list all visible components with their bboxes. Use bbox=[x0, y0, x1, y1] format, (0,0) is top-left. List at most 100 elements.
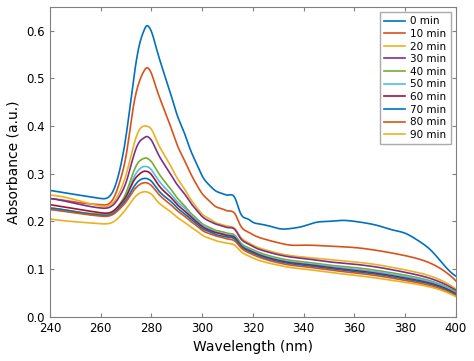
50 min bbox=[47, 207, 53, 212]
30 min bbox=[294, 256, 300, 260]
Line: 0 min: 0 min bbox=[50, 26, 456, 276]
10 min bbox=[144, 66, 150, 70]
80 min bbox=[283, 262, 289, 266]
60 min bbox=[72, 206, 78, 211]
Line: 60 min: 60 min bbox=[50, 171, 456, 294]
70 min bbox=[306, 264, 312, 268]
X-axis label: Wavelength (nm): Wavelength (nm) bbox=[193, 340, 313, 354]
10 min bbox=[47, 196, 53, 201]
40 min bbox=[294, 259, 300, 263]
60 min bbox=[453, 292, 459, 296]
60 min bbox=[142, 169, 148, 173]
90 min bbox=[453, 295, 459, 299]
Line: 50 min: 50 min bbox=[50, 166, 456, 293]
10 min bbox=[356, 246, 361, 250]
60 min bbox=[47, 203, 53, 207]
30 min bbox=[283, 254, 289, 258]
40 min bbox=[397, 272, 403, 277]
0 min bbox=[283, 227, 289, 231]
80 min bbox=[356, 271, 361, 275]
30 min bbox=[306, 257, 312, 261]
90 min bbox=[47, 217, 53, 221]
40 min bbox=[306, 260, 312, 265]
0 min bbox=[144, 23, 150, 28]
0 min bbox=[294, 226, 300, 230]
60 min bbox=[397, 275, 403, 279]
Line: 30 min: 30 min bbox=[50, 136, 456, 291]
30 min bbox=[72, 201, 78, 205]
50 min bbox=[283, 259, 289, 263]
90 min bbox=[142, 190, 148, 194]
50 min bbox=[72, 210, 78, 215]
60 min bbox=[356, 269, 361, 273]
10 min bbox=[294, 243, 300, 248]
50 min bbox=[294, 260, 300, 265]
60 min bbox=[294, 261, 300, 266]
10 min bbox=[306, 243, 312, 247]
10 min bbox=[397, 252, 403, 257]
70 min bbox=[356, 270, 361, 274]
Line: 20 min: 20 min bbox=[50, 126, 456, 289]
80 min bbox=[142, 180, 148, 185]
90 min bbox=[397, 279, 403, 284]
70 min bbox=[142, 176, 148, 180]
20 min bbox=[306, 256, 312, 260]
80 min bbox=[397, 277, 403, 282]
Line: 80 min: 80 min bbox=[50, 183, 456, 296]
30 min bbox=[47, 196, 53, 201]
60 min bbox=[306, 263, 312, 267]
50 min bbox=[142, 164, 148, 169]
40 min bbox=[283, 257, 289, 262]
80 min bbox=[72, 211, 78, 215]
0 min bbox=[356, 220, 361, 224]
0 min bbox=[306, 222, 312, 227]
90 min bbox=[306, 268, 312, 272]
Line: 40 min: 40 min bbox=[50, 158, 456, 292]
20 min bbox=[283, 253, 289, 257]
70 min bbox=[47, 206, 53, 210]
0 min bbox=[397, 230, 403, 234]
70 min bbox=[294, 262, 300, 267]
50 min bbox=[306, 262, 312, 266]
50 min bbox=[356, 267, 361, 271]
0 min bbox=[453, 274, 459, 278]
80 min bbox=[294, 264, 300, 268]
30 min bbox=[144, 134, 149, 139]
90 min bbox=[283, 265, 289, 269]
10 min bbox=[72, 200, 78, 204]
40 min bbox=[47, 206, 53, 210]
Legend: 0 min, 10 min, 20 min, 30 min, 40 min, 50 min, 60 min, 70 min, 80 min, 90 min: 0 min, 10 min, 20 min, 30 min, 40 min, 5… bbox=[380, 12, 451, 144]
0 min bbox=[47, 188, 53, 192]
Line: 10 min: 10 min bbox=[50, 68, 456, 281]
20 min bbox=[356, 260, 361, 265]
20 min bbox=[294, 254, 300, 258]
90 min bbox=[72, 219, 78, 224]
Line: 70 min: 70 min bbox=[50, 178, 456, 295]
10 min bbox=[453, 279, 459, 283]
80 min bbox=[306, 265, 312, 269]
90 min bbox=[294, 266, 300, 270]
70 min bbox=[72, 209, 78, 214]
20 min bbox=[47, 193, 53, 197]
20 min bbox=[72, 197, 78, 202]
20 min bbox=[142, 124, 148, 128]
40 min bbox=[453, 290, 459, 294]
30 min bbox=[356, 262, 361, 267]
Line: 90 min: 90 min bbox=[50, 192, 456, 297]
20 min bbox=[453, 287, 459, 291]
20 min bbox=[397, 267, 403, 271]
30 min bbox=[397, 269, 403, 274]
10 min bbox=[283, 242, 289, 247]
70 min bbox=[283, 261, 289, 265]
70 min bbox=[453, 292, 459, 297]
80 min bbox=[47, 207, 53, 212]
40 min bbox=[356, 266, 361, 270]
80 min bbox=[453, 293, 459, 298]
40 min bbox=[143, 156, 149, 160]
0 min bbox=[72, 192, 78, 197]
90 min bbox=[356, 274, 361, 278]
50 min bbox=[397, 274, 403, 278]
60 min bbox=[283, 260, 289, 264]
30 min bbox=[453, 288, 459, 293]
40 min bbox=[72, 209, 78, 214]
